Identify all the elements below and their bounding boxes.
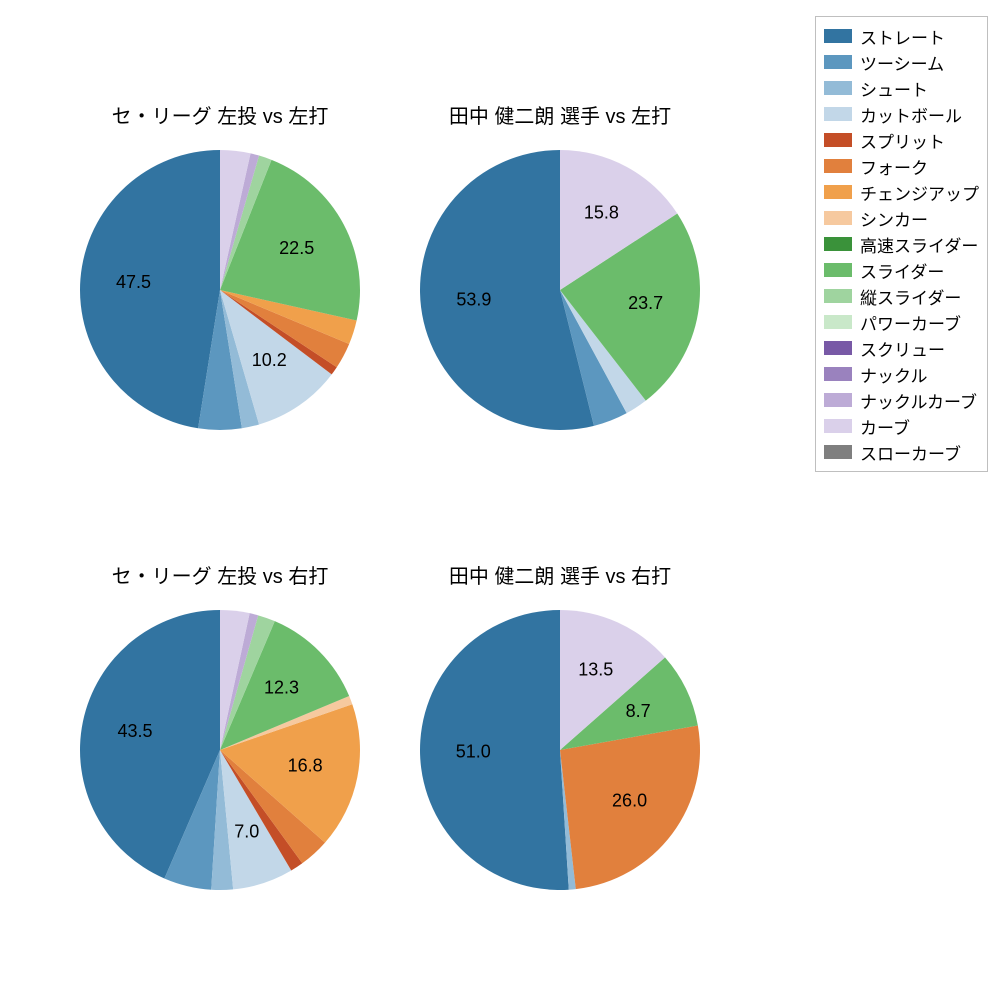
slice-label: 47.5 xyxy=(116,272,151,292)
slice-label: 51.0 xyxy=(456,741,491,761)
legend-swatch xyxy=(824,237,852,251)
legend-item: カーブ xyxy=(824,413,979,439)
legend-swatch xyxy=(824,107,852,121)
legend-label: 縦スライダー xyxy=(860,284,961,309)
slice-label: 22.5 xyxy=(279,238,314,258)
legend-swatch xyxy=(824,341,852,355)
pie-chart-1: 53.9 23.7 15.8 xyxy=(420,150,700,430)
legend-item: シュート xyxy=(824,75,979,101)
legend-item: ツーシーム xyxy=(824,49,979,75)
legend-label: カットボール xyxy=(860,102,962,127)
legend-swatch xyxy=(824,445,852,459)
legend-label: ツーシーム xyxy=(860,50,944,75)
chart-stage: セ・リーグ 左投 vs 左打 田中 健二朗 選手 vs 左打 セ・リーグ 左投 … xyxy=(0,0,1000,1000)
legend: ストレートツーシームシュートカットボールスプリットフォークチェンジアップシンカー… xyxy=(815,16,988,472)
legend-item: スプリット xyxy=(824,127,979,153)
chart-title-1: 田中 健二朗 選手 vs 左打 xyxy=(400,100,720,129)
slice-label: 15.8 xyxy=(584,202,619,222)
legend-item: フォーク xyxy=(824,153,979,179)
legend-label: スローカーブ xyxy=(860,440,961,465)
legend-item: ストレート xyxy=(824,23,979,49)
legend-item: 高速スライダー xyxy=(824,231,979,257)
legend-swatch xyxy=(824,29,852,43)
legend-label: シュート xyxy=(860,76,928,101)
chart-title-2: セ・リーグ 左投 vs 右打 xyxy=(60,560,380,589)
slice-label: 43.5 xyxy=(117,721,152,741)
legend-label: チェンジアップ xyxy=(860,180,979,205)
pie-chart-3: 51.0 26.0 8.7 13.5 xyxy=(420,610,700,890)
chart-title-3: 田中 健二朗 選手 vs 右打 xyxy=(400,560,720,589)
legend-label: フォーク xyxy=(860,154,928,179)
legend-item: カットボール xyxy=(824,101,979,127)
legend-label: ストレート xyxy=(860,24,945,49)
legend-label: スプリット xyxy=(860,128,945,153)
slice-label: 13.5 xyxy=(578,660,613,680)
legend-swatch xyxy=(824,393,852,407)
slice-label: 16.8 xyxy=(288,756,323,776)
legend-swatch xyxy=(824,211,852,225)
legend-swatch xyxy=(824,185,852,199)
slice-label: 12.3 xyxy=(264,678,299,698)
chart-title-0: セ・リーグ 左投 vs 左打 xyxy=(60,100,380,129)
legend-label: カーブ xyxy=(860,414,910,439)
legend-swatch xyxy=(824,419,852,433)
slice-label: 8.7 xyxy=(626,701,651,721)
slice-label: 7.0 xyxy=(234,821,259,841)
slice-label: 53.9 xyxy=(456,289,491,309)
legend-item: シンカー xyxy=(824,205,979,231)
legend-swatch xyxy=(824,263,852,277)
legend-swatch xyxy=(824,159,852,173)
slice-label: 23.7 xyxy=(628,293,663,313)
legend-item: チェンジアップ xyxy=(824,179,979,205)
legend-item: スクリュー xyxy=(824,335,979,361)
legend-label: ナックル xyxy=(860,362,928,387)
legend-swatch xyxy=(824,289,852,303)
pie-chart-2: 43.5 7.0 16.8 12.3 xyxy=(80,610,360,890)
slice-label: 26.0 xyxy=(612,791,647,811)
legend-label: ナックルカーブ xyxy=(860,388,977,413)
legend-item: ナックル xyxy=(824,361,979,387)
slice-label: 10.2 xyxy=(252,350,287,370)
legend-swatch xyxy=(824,55,852,69)
legend-label: シンカー xyxy=(860,206,928,231)
legend-item: パワーカーブ xyxy=(824,309,979,335)
legend-item: スローカーブ xyxy=(824,439,979,465)
legend-swatch xyxy=(824,81,852,95)
pie-chart-0: 47.5 10.2 22.5 xyxy=(80,150,360,430)
legend-label: スクリュー xyxy=(860,336,945,361)
legend-swatch xyxy=(824,133,852,147)
legend-label: 高速スライダー xyxy=(860,232,978,257)
legend-item: 縦スライダー xyxy=(824,283,979,309)
pie-slice xyxy=(420,610,569,890)
legend-item: スライダー xyxy=(824,257,979,283)
legend-label: スライダー xyxy=(860,258,944,283)
legend-item: ナックルカーブ xyxy=(824,387,979,413)
legend-swatch xyxy=(824,315,852,329)
legend-label: パワーカーブ xyxy=(860,310,961,335)
legend-swatch xyxy=(824,367,852,381)
